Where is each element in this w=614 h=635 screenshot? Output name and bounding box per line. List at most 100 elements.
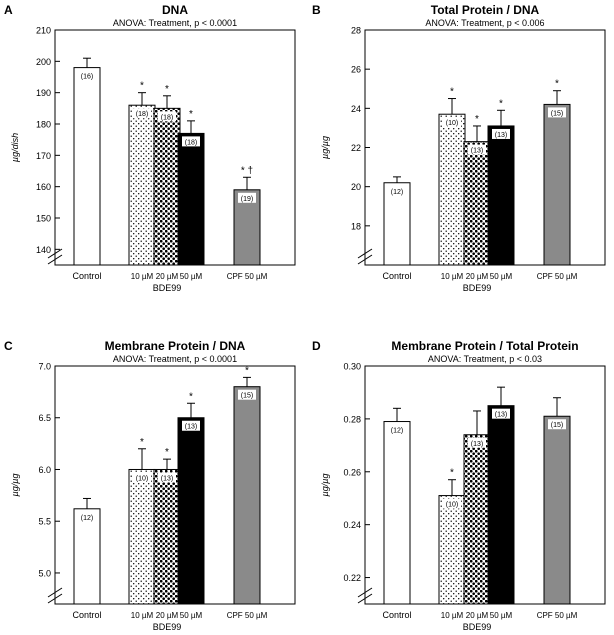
x-tick-label: 10 µM — [441, 272, 464, 281]
n-label-box — [182, 136, 200, 147]
x-tick-label: 10 µM — [131, 272, 154, 281]
x-tick-label: 20 µM — [466, 272, 489, 281]
n-label-box — [388, 424, 406, 435]
chart-title: Membrane Protein / DNA — [105, 339, 246, 353]
n-label-box — [468, 144, 486, 155]
significance-mark: * — [475, 114, 479, 125]
group-label: BDE99 — [153, 622, 182, 632]
n-label-box — [443, 498, 461, 509]
y-tick-label: 0.22 — [343, 573, 361, 583]
y-tick-label: 0.30 — [343, 362, 361, 372]
n-label-box — [548, 419, 566, 430]
n-label-box — [443, 117, 461, 128]
axis-break-mark — [47, 587, 63, 598]
n-label-box — [133, 108, 151, 119]
n-label-box — [182, 420, 200, 431]
y-tick-label: 0.26 — [343, 467, 361, 477]
significance-mark: * — [165, 84, 169, 95]
group-label: BDE99 — [463, 283, 492, 293]
bar — [153, 468, 181, 605]
bar — [177, 132, 205, 266]
bar — [383, 182, 411, 266]
bar — [128, 468, 156, 605]
y-tick-label: 190 — [36, 88, 51, 98]
chart-subtitle: ANOVA: Treatment, p < 0.0001 — [113, 354, 237, 364]
y-tick-label: 150 — [36, 214, 51, 224]
n-label-box — [468, 437, 486, 448]
x-tick-label: 50 µM — [490, 272, 513, 281]
n-label: (16) — [81, 74, 93, 81]
y-tick-label: 24 — [351, 104, 361, 114]
n-label: (13) — [495, 412, 507, 419]
bar — [487, 405, 515, 605]
y-tick-label: 180 — [36, 120, 51, 130]
n-label-box — [492, 408, 510, 419]
x-tick-label: CPF 50 µM — [227, 611, 268, 620]
x-tick-label: 50 µM — [180, 272, 203, 281]
significance-mark: * — [189, 109, 193, 120]
panel-letter: A — [4, 3, 13, 17]
bar — [128, 104, 156, 266]
axis-break-mark — [357, 587, 373, 598]
n-label: (15) — [551, 422, 563, 429]
y-tick-label: 18 — [351, 221, 361, 231]
x-tick-label: Control — [72, 271, 101, 281]
significance-mark: * † — [241, 165, 253, 176]
bar — [383, 421, 411, 605]
axis-break-mark — [357, 593, 373, 604]
x-tick-label: Control — [72, 610, 101, 620]
n-label-box — [238, 192, 256, 203]
n-label: (13) — [471, 441, 483, 448]
significance-mark: * — [450, 468, 454, 479]
bar — [463, 434, 491, 605]
n-label: (13) — [185, 424, 197, 431]
bar — [233, 386, 261, 605]
group-label: BDE99 — [463, 622, 492, 632]
axis-break-mark — [47, 248, 63, 259]
n-label: (15) — [551, 110, 563, 117]
n-label: (19) — [241, 196, 253, 203]
chart-title: DNA — [162, 3, 188, 17]
significance-mark: * — [189, 391, 193, 402]
axis-break-mark — [357, 254, 373, 265]
n-label: (10) — [446, 120, 458, 127]
n-label-box — [78, 70, 96, 81]
y-tick-label: 6.0 — [38, 465, 51, 475]
n-label-box — [548, 107, 566, 118]
n-label: (15) — [241, 393, 253, 400]
bar — [438, 113, 466, 266]
chart-subtitle: ANOVA: Treatment, p < 0.03 — [428, 354, 542, 364]
n-label: (12) — [81, 515, 93, 522]
bar — [153, 107, 181, 266]
n-label-box — [158, 472, 176, 483]
y-tick-label: 170 — [36, 151, 51, 161]
y-tick-label: 140 — [36, 245, 51, 255]
axis-break-mark — [357, 248, 373, 259]
n-label: (10) — [446, 502, 458, 509]
group-label: BDE99 — [153, 283, 182, 293]
n-label: (12) — [391, 189, 403, 196]
x-tick-label: 20 µM — [156, 272, 179, 281]
significance-mark: * — [140, 81, 144, 92]
bar — [73, 508, 101, 605]
bar — [463, 141, 491, 266]
significance-mark: * — [555, 79, 559, 90]
x-tick-label: 50 µM — [180, 611, 203, 620]
y-tick-label: 7.0 — [38, 362, 51, 372]
axis-break-mark — [47, 254, 63, 265]
bar — [438, 495, 466, 605]
n-label: (12) — [391, 428, 403, 435]
n-label: (10) — [136, 475, 148, 482]
x-tick-label: 50 µM — [490, 611, 513, 620]
n-label: (13) — [161, 475, 173, 482]
y-axis-label: µg/µg — [320, 474, 330, 497]
y-axis-label: µg/µg — [320, 136, 330, 159]
n-label: (18) — [136, 111, 148, 118]
y-tick-label: 22 — [351, 143, 361, 153]
y-tick-label: 210 — [36, 26, 51, 36]
bar — [73, 67, 101, 266]
x-tick-label: 20 µM — [466, 611, 489, 620]
